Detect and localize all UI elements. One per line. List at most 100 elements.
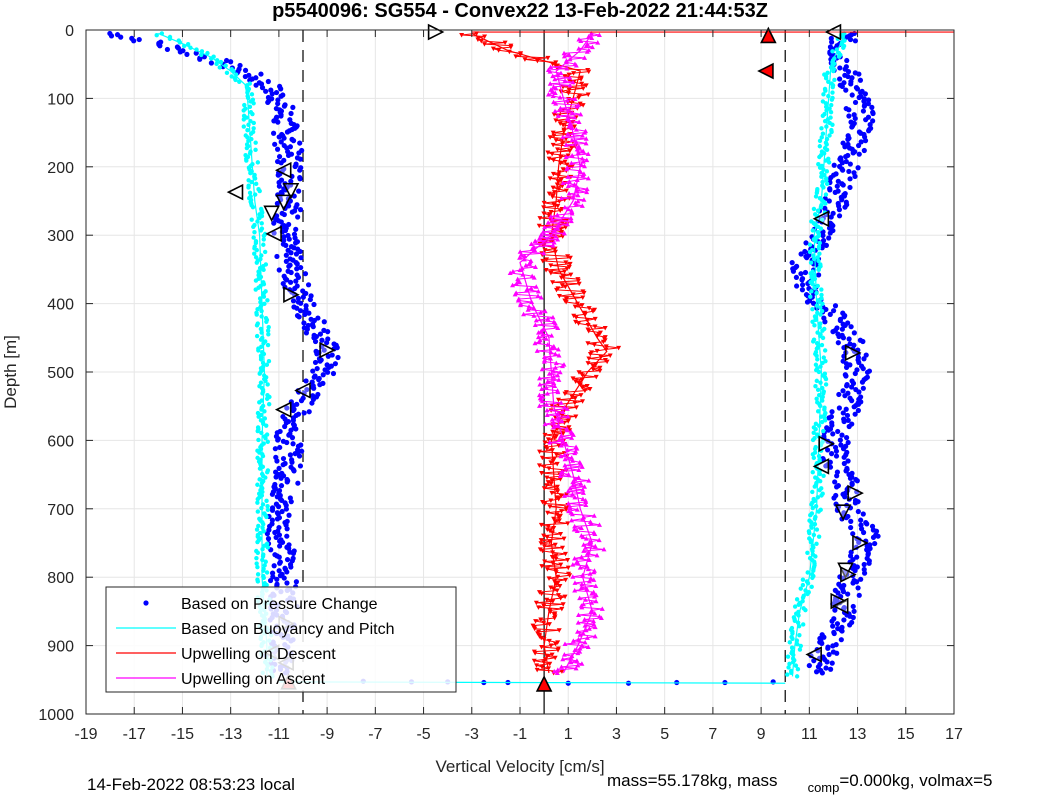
- data-point: [820, 301, 825, 307]
- x-tick-label: -3: [465, 726, 479, 743]
- data-point: [297, 308, 304, 314]
- data-point: [839, 326, 845, 332]
- data-point: [250, 204, 256, 210]
- data-point: [255, 307, 260, 312]
- data-point: [261, 521, 266, 527]
- data-point: [264, 531, 270, 537]
- series-segment: [531, 242, 555, 245]
- data-point: [820, 232, 826, 239]
- data-point: [303, 330, 310, 336]
- data-point: [817, 251, 822, 256]
- data-point: [815, 357, 820, 362]
- series-segment: [568, 503, 586, 506]
- grid: [85, 29, 955, 715]
- data-point: [251, 126, 256, 131]
- data-point: [579, 581, 585, 587]
- data-point: [817, 138, 823, 144]
- data-point: [295, 295, 301, 301]
- series-segment: [541, 538, 565, 541]
- data-point: [544, 412, 550, 418]
- data-point: [547, 439, 553, 445]
- data-point: [790, 659, 796, 665]
- data-point: [822, 118, 828, 124]
- series-segment: [544, 361, 557, 364]
- data-point: [568, 218, 574, 224]
- series-segment: [531, 243, 554, 247]
- data-point: [850, 580, 856, 586]
- series-segment: [551, 234, 563, 237]
- series-segment: [535, 238, 558, 242]
- data-point: [554, 670, 560, 675]
- data-point: [800, 582, 806, 588]
- data-point: [862, 138, 869, 144]
- data-point: [566, 178, 572, 184]
- data-point: [851, 330, 857, 336]
- data-point: [852, 411, 858, 417]
- data-point: [598, 615, 604, 621]
- data-point: [811, 568, 816, 573]
- data-point: [816, 392, 822, 398]
- data-point: [847, 176, 853, 182]
- data-point: [303, 290, 309, 297]
- data-point: [297, 176, 303, 182]
- data-point: [796, 613, 801, 618]
- data-point: [584, 189, 590, 195]
- data-point: [265, 298, 270, 303]
- data-point: [838, 442, 844, 448]
- data-point: [829, 618, 835, 624]
- data-point: [301, 320, 307, 326]
- data-point: [535, 334, 541, 340]
- series-segment: [547, 379, 559, 382]
- data-point: [265, 78, 271, 85]
- x-tick-label: 13: [849, 726, 867, 743]
- data-point: [854, 478, 860, 484]
- data-point: [283, 506, 289, 512]
- series-segment: [538, 336, 547, 340]
- y-tick-label: 600: [47, 433, 74, 450]
- data-point: [258, 326, 264, 332]
- data-point: [108, 33, 115, 39]
- data-point: [819, 493, 824, 498]
- data-point: [276, 154, 283, 160]
- data-point: [830, 49, 835, 54]
- data-point: [296, 314, 302, 320]
- data-point: [549, 333, 555, 338]
- data-point: [811, 532, 817, 538]
- series-segment: [578, 622, 594, 625]
- data-point: [870, 110, 876, 117]
- data-point: [583, 140, 589, 146]
- data-point: [271, 563, 277, 569]
- data-point: [819, 287, 824, 292]
- data-point: [579, 554, 585, 559]
- series-segment: [541, 232, 565, 236]
- event-marker: [535, 675, 553, 692]
- data-point: [836, 207, 843, 213]
- series-segment: [538, 606, 562, 610]
- data-point: [254, 247, 259, 253]
- legend-label: Upwelling on Descent: [181, 646, 336, 663]
- series-segment: [564, 55, 585, 59]
- data-point: [292, 285, 298, 292]
- data-point: [552, 320, 558, 326]
- data-point: [562, 456, 568, 462]
- data-point: [288, 250, 294, 256]
- series-segment: [562, 136, 587, 140]
- data-point: [262, 416, 268, 421]
- data-point: [550, 368, 556, 373]
- data-point: [840, 335, 847, 341]
- data-point: [826, 235, 832, 241]
- data-point: [561, 230, 567, 236]
- data-point: [307, 296, 313, 303]
- data-point: [537, 375, 543, 381]
- series-segment: [564, 51, 588, 54]
- series-segment: [577, 629, 587, 633]
- series-upwelling-on-ascent: [507, 30, 607, 675]
- data-point: [298, 398, 305, 404]
- data-point: [255, 500, 260, 505]
- series-segment: [550, 81, 574, 85]
- series-segment: [545, 423, 558, 427]
- data-point: [583, 43, 589, 48]
- data-point: [258, 337, 264, 342]
- data-point: [793, 663, 799, 668]
- data-point: [591, 594, 597, 599]
